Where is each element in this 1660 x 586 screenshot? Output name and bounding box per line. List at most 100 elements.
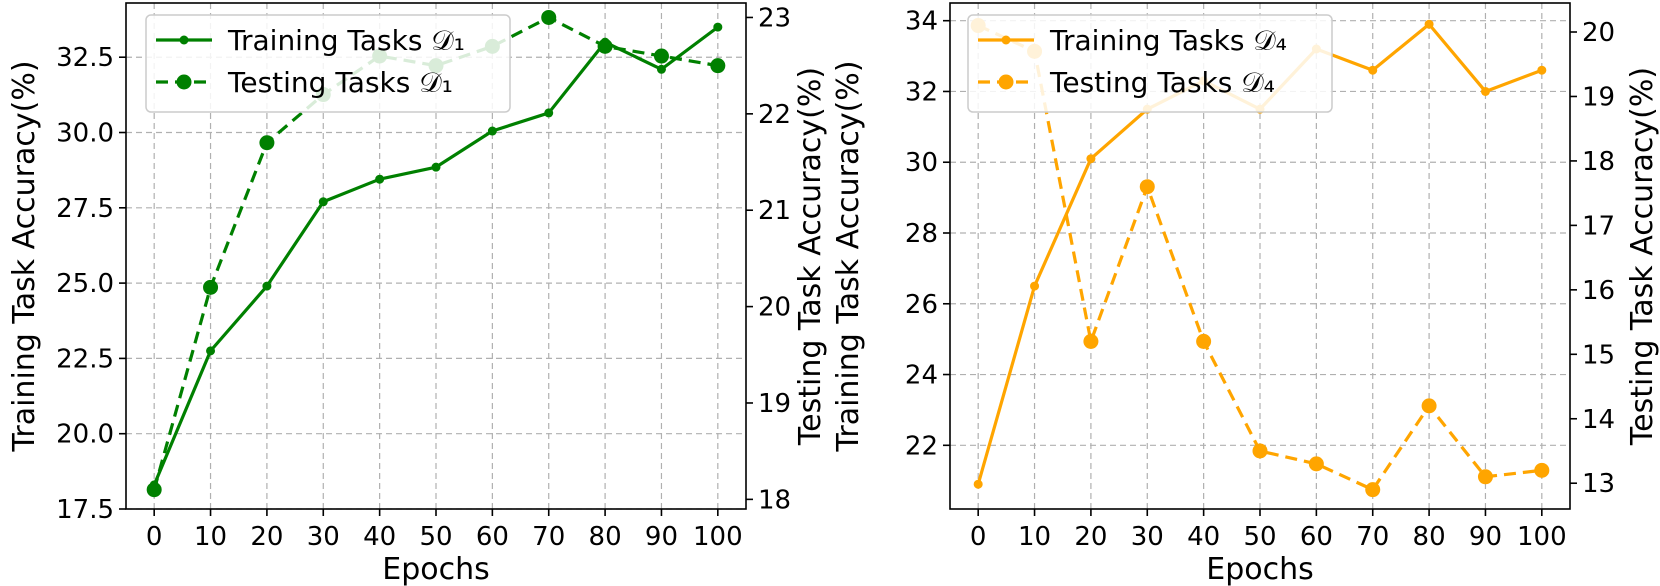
legend-box <box>967 14 1333 113</box>
data-point-testing <box>1196 333 1212 349</box>
y-right-tick-label: 16 <box>1582 276 1615 306</box>
legend-box <box>145 14 511 113</box>
legend-label: Training Tasks 𝒟₄ <box>1049 24 1287 57</box>
x-tick-label: 20 <box>1074 522 1107 552</box>
y-right-tick-label: 22 <box>758 100 791 130</box>
data-point-testing <box>1083 333 1099 349</box>
y-left-axis-title: Training Task Accuracy(%) <box>7 60 42 452</box>
data-point-training <box>544 108 554 118</box>
data-point-training <box>713 22 723 32</box>
x-tick-label: 50 <box>419 522 452 552</box>
chart-panel-2: 0 10 20 30 40 50 60 70 80 90 100 22 24 26 28 30 32 34 13 14… <box>831 2 1660 586</box>
y-left-tick-label: 34 <box>905 7 938 37</box>
data-point-training <box>431 162 441 172</box>
x-tick-label: 80 <box>589 522 622 552</box>
data-point-training <box>487 126 497 136</box>
y-right-axis-title: Testing Task Accuracy(%) <box>793 67 828 446</box>
data-point-testing <box>541 9 557 25</box>
y-right-tick-label: 17 <box>1582 211 1615 241</box>
x-tick-label: 70 <box>532 522 565 552</box>
data-point-testing <box>1139 179 1155 195</box>
x-tick-label: 90 <box>645 522 678 552</box>
data-point-training <box>1030 281 1040 291</box>
x-tick-label: 70 <box>1356 522 1389 552</box>
x-tick-label: 100 <box>1517 522 1567 552</box>
y-left-tick-label: 22 <box>905 431 938 461</box>
data-point-testing <box>1534 462 1550 478</box>
y-right-tick-label: 20 <box>758 293 791 323</box>
x-tick-label: 10 <box>1018 522 1051 552</box>
y-left-tick-label: 22.5 <box>56 344 114 374</box>
y-left-tick-label: 20.0 <box>56 420 114 450</box>
y-right-tick-label: 13 <box>1582 469 1615 499</box>
legend-label: Testing Tasks 𝒟₄ <box>1049 66 1275 99</box>
chart-panel-1: 0 10 20 30 40 50 60 70 80 90 100 17.5 20.0 22.5 25.0 27… <box>7 2 828 586</box>
x-tick-label: 20 <box>250 522 283 552</box>
x-tick-label: 10 <box>194 522 227 552</box>
data-point-testing <box>1365 482 1381 498</box>
y-left-axis-title: Training Task Accuracy(%) <box>831 60 866 452</box>
x-tick-label: 80 <box>1413 522 1446 552</box>
x-tick-label: 90 <box>1469 522 1502 552</box>
data-point-testing <box>597 38 613 54</box>
x-tick-label: 100 <box>693 522 743 552</box>
y-left-tick-label: 30.0 <box>56 119 114 149</box>
y-left-tick-label: 28 <box>905 219 938 249</box>
y-left-tick-label: 32.5 <box>56 43 114 73</box>
legend: Training Tasks 𝒟₄ Testing Tasks 𝒟₄ <box>967 14 1333 113</box>
x-tick-label: 60 <box>1300 522 1333 552</box>
data-point-training <box>1086 154 1096 164</box>
y-right-tick-label: 15 <box>1582 340 1615 370</box>
data-point-training <box>656 64 666 74</box>
y-left-tick-label: 24 <box>905 361 938 391</box>
y-right-tick-label: 23 <box>758 3 791 33</box>
data-point-testing <box>1477 469 1493 485</box>
y-right-axis-title: Testing Task Accuracy(%) <box>1625 67 1660 446</box>
data-point-testing <box>1252 443 1268 459</box>
legend-swatch-marker <box>1001 35 1011 45</box>
y-left-tick-label: 25.0 <box>56 269 114 299</box>
data-point-training <box>973 479 983 489</box>
y-left-tick-label: 17.5 <box>56 495 114 525</box>
series-line-testing <box>152 15 719 491</box>
y-right-tick-label: 21 <box>758 196 791 226</box>
data-point-testing <box>146 482 162 498</box>
y-left-tick-label: 26 <box>905 290 938 320</box>
y-right-tick-label: 20 <box>1582 18 1615 48</box>
x-tick-label: 40 <box>1187 522 1220 552</box>
x-axis-title: Epochs <box>1206 552 1314 586</box>
y-right-tick-label: 18 <box>758 485 791 515</box>
y-left-tick-label: 32 <box>905 77 938 107</box>
legend: Training Tasks 𝒟₁ Testing Tasks 𝒟₁ <box>145 14 511 113</box>
data-point-training <box>206 346 216 356</box>
data-point-training <box>262 281 272 291</box>
x-tick-label: 0 <box>970 522 987 552</box>
y-left-tick-label: 27.5 <box>56 194 114 224</box>
data-point-testing <box>203 279 219 295</box>
legend-swatch-marker <box>998 74 1014 90</box>
y-right-tick-label: 18 <box>1582 147 1615 177</box>
legend-swatch-marker <box>176 74 192 90</box>
x-axis-title: Epochs <box>382 552 490 586</box>
data-point-training <box>1368 65 1378 75</box>
data-point-testing <box>710 58 726 74</box>
x-tick-label: 50 <box>1243 522 1276 552</box>
data-point-testing <box>1308 456 1324 472</box>
y-right-tick-label: 19 <box>758 389 791 419</box>
data-point-training <box>375 174 385 184</box>
legend-label: Testing Tasks 𝒟₁ <box>227 66 453 99</box>
legend-swatch-marker <box>179 35 189 45</box>
y-right-tick-label: 14 <box>1582 405 1615 435</box>
data-point-training <box>1480 86 1490 96</box>
data-point-testing <box>653 48 669 64</box>
x-tick-label: 30 <box>307 522 340 552</box>
legend-label: Training Tasks 𝒟₁ <box>227 24 465 57</box>
x-tick-label: 60 <box>476 522 509 552</box>
y-right-tick-label: 19 <box>1582 82 1615 112</box>
x-tick-label: 40 <box>363 522 396 552</box>
data-point-training <box>1537 65 1547 75</box>
data-point-training <box>1424 19 1434 29</box>
y-left-tick-label: 30 <box>905 148 938 178</box>
x-tick-label: 0 <box>146 522 163 552</box>
